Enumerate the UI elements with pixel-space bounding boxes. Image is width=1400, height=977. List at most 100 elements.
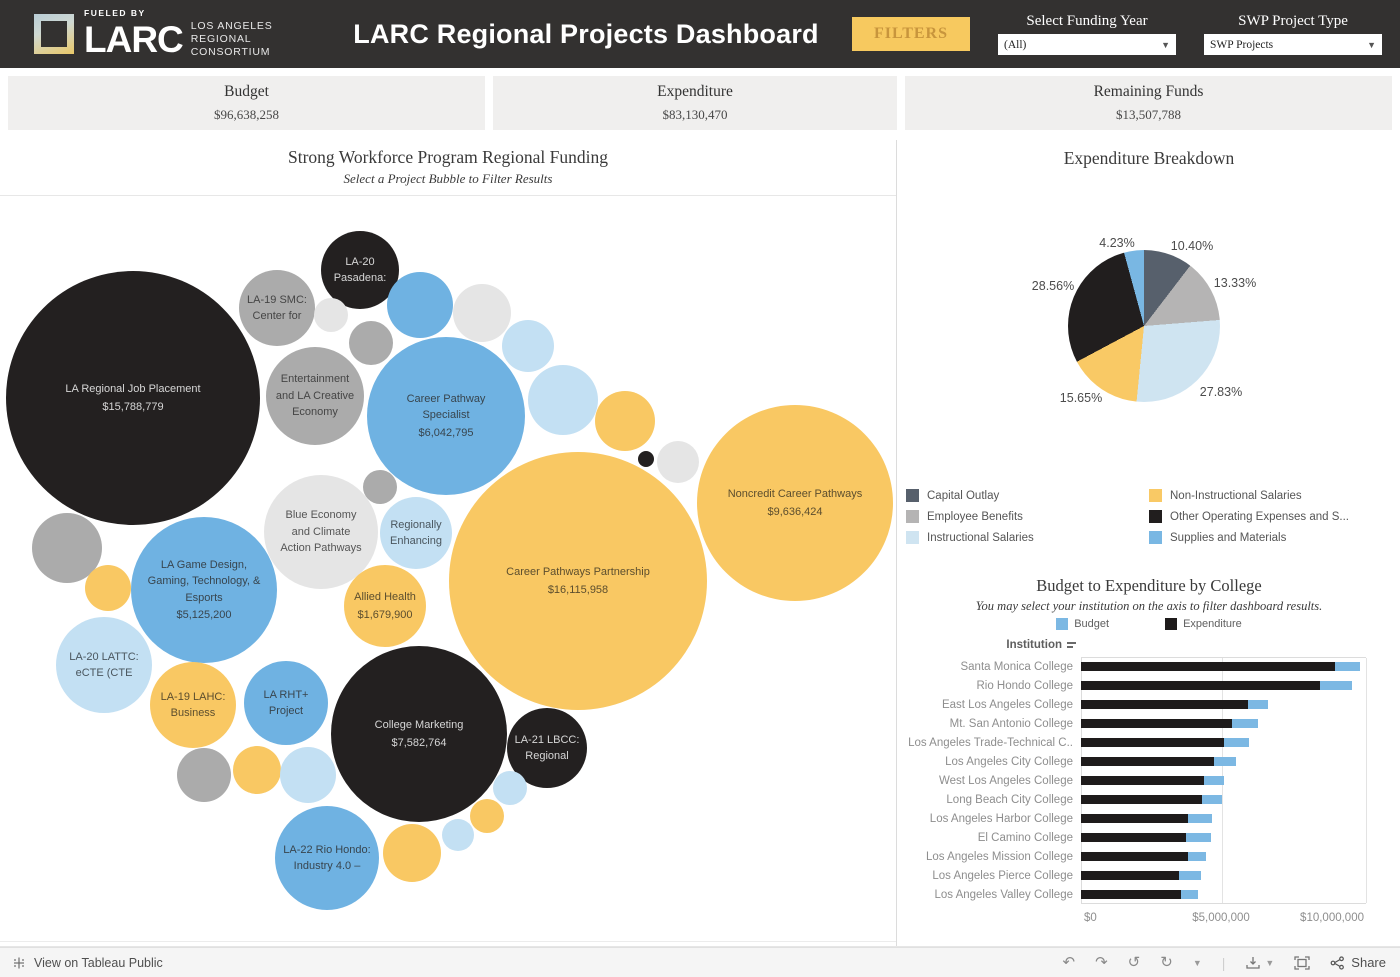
project-bubble[interactable]: LA Game Design, Gaming, Technology, & Es… bbox=[131, 517, 277, 663]
pie-legend-item[interactable]: Instructional Salaries bbox=[906, 527, 1149, 548]
project-bubble[interactable]: Blue Economy and Climate Action Pathways bbox=[264, 475, 378, 589]
bar-track[interactable] bbox=[1081, 695, 1366, 714]
project-bubble[interactable] bbox=[363, 470, 397, 504]
institution-label[interactable]: Rio Hondo College bbox=[976, 679, 1073, 692]
institution-label[interactable]: Long Beach City College bbox=[946, 793, 1073, 806]
institution-label[interactable]: Santa Monica College bbox=[960, 660, 1073, 673]
expenditure-bar[interactable] bbox=[1081, 719, 1232, 728]
bar-track[interactable] bbox=[1081, 847, 1366, 866]
institution-label[interactable]: Los Angeles Mission College bbox=[925, 850, 1073, 863]
view-on-tableau-link[interactable]: View on Tableau Public bbox=[12, 956, 163, 970]
expenditure-bar[interactable] bbox=[1081, 833, 1186, 842]
expenditure-bar[interactable] bbox=[1081, 662, 1335, 671]
project-bubble[interactable] bbox=[528, 365, 598, 435]
kpi-remaining-funds-value: $13,507,788 bbox=[1116, 107, 1181, 122]
institution-label[interactable]: East Los Angeles College bbox=[941, 698, 1073, 711]
project-bubble[interactable] bbox=[314, 298, 348, 332]
pie-chart[interactable] bbox=[1068, 250, 1220, 402]
institution-axis-header[interactable]: Institution bbox=[898, 639, 1076, 651]
bubble-label: Career Pathways Partnership bbox=[506, 566, 650, 578]
legend-item-expenditure[interactable]: Expenditure bbox=[1165, 618, 1242, 630]
institution-label[interactable]: Los Angeles Valley College bbox=[934, 888, 1073, 901]
project-type-select[interactable]: SWP Projects ▼ bbox=[1204, 34, 1382, 55]
project-bubble[interactable]: Career Pathway Specialist $6,042,795 bbox=[367, 337, 525, 495]
institution-label[interactable]: Los Angeles Trade-Technical C.. bbox=[908, 736, 1073, 749]
project-bubble[interactable]: Regionally Enhancing bbox=[380, 497, 452, 569]
expenditure-bar[interactable] bbox=[1081, 871, 1179, 880]
project-bubble[interactable]: LA-20 LATTC: eCTE (CTE bbox=[56, 617, 152, 713]
project-bubble[interactable] bbox=[638, 451, 654, 467]
institution-label[interactable]: Mt. San Antonio College bbox=[949, 717, 1073, 730]
project-bubble[interactable] bbox=[595, 391, 655, 451]
bar-chart-subtitle: You may select your institution on the a… bbox=[975, 599, 1323, 613]
project-bubble[interactable]: Entertainment and LA Creative Economy bbox=[266, 347, 364, 445]
pie-legend-item[interactable]: Supplies and Materials bbox=[1149, 527, 1392, 548]
project-bubble[interactable]: LA-19 SMC: Center for bbox=[239, 270, 315, 346]
expenditure-bar[interactable] bbox=[1081, 738, 1224, 747]
bar-track[interactable] bbox=[1081, 657, 1366, 676]
expenditure-bar[interactable] bbox=[1081, 814, 1188, 823]
project-bubble[interactable]: LA-19 LAHC: Business bbox=[150, 662, 236, 748]
project-bubble[interactable] bbox=[470, 799, 504, 833]
bar-track[interactable] bbox=[1081, 714, 1366, 733]
refresh-icon[interactable]: ↻ bbox=[1160, 953, 1173, 971]
pie-legend-item[interactable]: Employee Benefits bbox=[906, 506, 1149, 527]
project-bubble[interactable]: Allied Health $1,679,900 bbox=[344, 565, 426, 647]
project-bubble[interactable] bbox=[177, 748, 231, 802]
expenditure-bar[interactable] bbox=[1081, 795, 1202, 804]
pie-legend-item[interactable]: Capital Outlay bbox=[906, 485, 1149, 506]
project-bubble[interactable]: LA RHT+ Project bbox=[244, 661, 328, 745]
expenditure-bar[interactable] bbox=[1081, 776, 1204, 785]
bubble-label: Noncredit Career Pathways bbox=[727, 488, 863, 500]
share-button[interactable]: Share bbox=[1330, 955, 1386, 970]
legend-item-budget[interactable]: Budget bbox=[1056, 618, 1109, 630]
filters-button[interactable]: FILTERS bbox=[852, 17, 970, 51]
pie-legend-item[interactable]: Other Operating Expenses and S... bbox=[1149, 506, 1392, 527]
download-button[interactable]: ▼ bbox=[1245, 956, 1274, 970]
project-bubble[interactable]: LA-22 Rio Hondo: Industry 4.0 – bbox=[275, 806, 379, 910]
institution-label[interactable]: Los Angeles Pierce College bbox=[932, 869, 1073, 882]
project-bubble[interactable] bbox=[280, 747, 336, 803]
institution-label[interactable]: Los Angeles City College bbox=[945, 755, 1073, 768]
expenditure-bar[interactable] bbox=[1081, 700, 1248, 709]
expenditure-bar[interactable] bbox=[1081, 890, 1181, 899]
bar-track[interactable] bbox=[1081, 752, 1366, 771]
project-bubble[interactable] bbox=[657, 441, 699, 483]
institution-label[interactable]: El Camino College bbox=[977, 831, 1073, 844]
project-bubble[interactable] bbox=[442, 819, 474, 851]
project-bubble[interactable]: Noncredit Career Pathways $9,636,424 bbox=[697, 405, 893, 601]
project-bubble[interactable] bbox=[387, 272, 453, 338]
project-bubble[interactable] bbox=[453, 284, 511, 342]
bar-track[interactable] bbox=[1081, 790, 1366, 809]
redo-icon[interactable]: ↷ bbox=[1095, 953, 1108, 971]
project-bubble[interactable]: LA Regional Job Placement $15,788,779 bbox=[6, 271, 260, 525]
bar-track[interactable] bbox=[1081, 885, 1366, 904]
project-bubble[interactable]: College Marketing $7,582,764 bbox=[331, 646, 507, 822]
pie-legend-item[interactable]: Non-Instructional Salaries bbox=[1149, 485, 1392, 506]
project-bubble[interactable]: LA-20 Pasadena: bbox=[321, 231, 399, 309]
funding-year-select[interactable]: (All) ▼ bbox=[998, 34, 1176, 55]
institution-label[interactable]: West Los Angeles College bbox=[938, 774, 1073, 787]
expenditure-bar[interactable] bbox=[1081, 757, 1214, 766]
expenditure-bar[interactable] bbox=[1081, 681, 1320, 690]
bar-track[interactable] bbox=[1081, 809, 1366, 828]
project-bubble[interactable] bbox=[502, 320, 554, 372]
bar-track[interactable] bbox=[1081, 676, 1366, 695]
bar-track[interactable] bbox=[1081, 866, 1366, 885]
legend-swatch bbox=[906, 489, 919, 502]
project-bubble[interactable] bbox=[493, 771, 527, 805]
project-bubble[interactable] bbox=[383, 824, 441, 882]
fullscreen-icon[interactable] bbox=[1294, 955, 1310, 970]
institution-label[interactable]: Los Angeles Harbor College bbox=[929, 812, 1073, 825]
refresh-caret-icon[interactable]: ▼ bbox=[1192, 957, 1202, 968]
reset-icon[interactable]: ↺ bbox=[1127, 953, 1141, 971]
bar-track[interactable] bbox=[1081, 828, 1366, 847]
expenditure-bar[interactable] bbox=[1081, 852, 1188, 861]
project-bubble[interactable] bbox=[349, 321, 393, 365]
bar-track[interactable] bbox=[1081, 733, 1366, 752]
project-bubble[interactable] bbox=[233, 746, 281, 794]
undo-icon[interactable]: ↶ bbox=[1062, 953, 1076, 971]
project-bubble[interactable]: Career Pathways Partnership $16,115,958 bbox=[449, 452, 707, 710]
project-bubble[interactable] bbox=[85, 565, 131, 611]
bar-track[interactable] bbox=[1081, 771, 1366, 790]
